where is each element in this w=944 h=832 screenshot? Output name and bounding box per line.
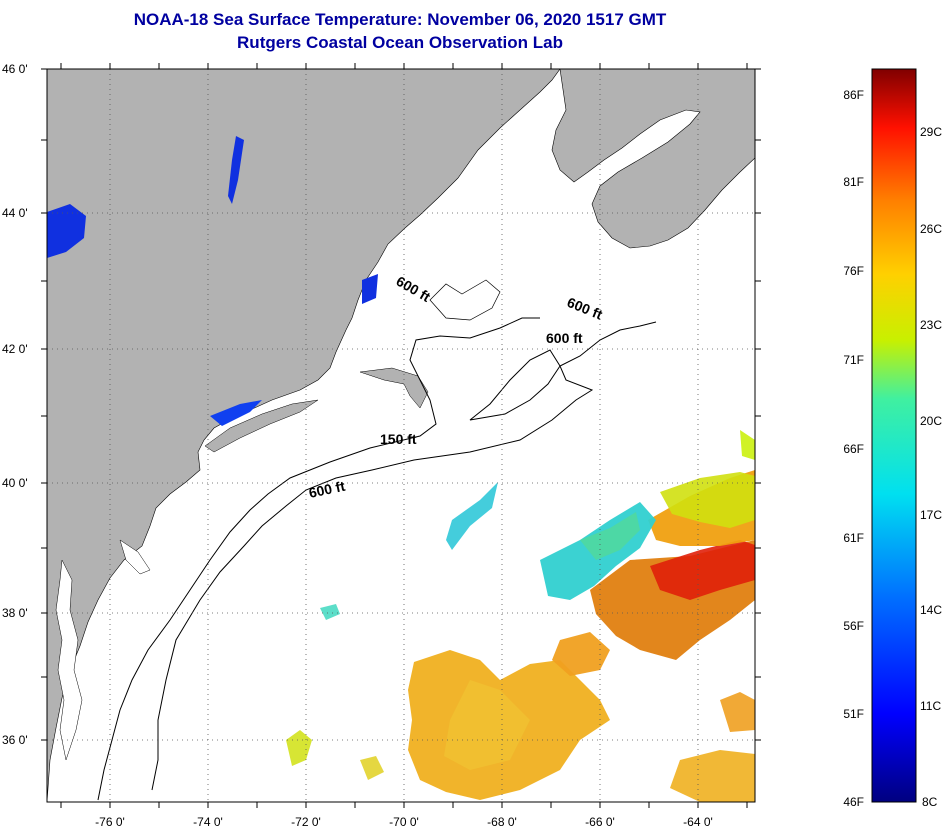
lake-winnipesaukee [362, 274, 378, 304]
colorbar-c-label: 26C [920, 222, 942, 236]
lat-label: 42 0' [2, 342, 28, 356]
map-title: NOAA-18 Sea Surface Temperature: Novembe… [133, 10, 667, 29]
delaware-bay [119, 539, 151, 575]
map-subtitle: Rutgers Coastal Ocean Observation Lab [237, 33, 563, 52]
gulf-of-maine-shoals [429, 279, 501, 321]
land-cape-cod [359, 367, 429, 409]
colorbar-f-label: 56F [843, 619, 864, 633]
colorbar-c-label: 11C [920, 699, 941, 713]
lat-label: 44 0' [2, 206, 28, 220]
colorbar-c-label: 17C [920, 508, 942, 522]
lon-label: -70 0' [389, 815, 419, 829]
contour-label: 150 ft [380, 431, 417, 447]
axis-ticks [41, 63, 761, 808]
colorbar-f-label: 86F [843, 88, 864, 102]
graticule [47, 69, 755, 802]
contour-label: 600 ft [546, 330, 583, 346]
colorbar-c-label: 23C [920, 318, 942, 332]
colorbar-c-label: 29C [920, 125, 942, 139]
lon-label: -74 0' [193, 815, 223, 829]
lon-label: -64 0' [683, 815, 713, 829]
colorbar-f-label: 76F [843, 264, 864, 278]
shelf-contour-600ft [151, 321, 657, 791]
lat-label: 36 0' [2, 733, 28, 747]
contour-label: 600 ft [307, 478, 346, 501]
shelf-contour-150ft [97, 317, 540, 801]
georges-bank-contour [469, 349, 561, 421]
lat-label: 40 0' [2, 476, 28, 490]
lon-label: -66 0' [585, 815, 615, 829]
land-mainland [47, 69, 561, 802]
lon-label: -68 0' [487, 815, 517, 829]
colorbar-f-label: 46F [843, 795, 864, 809]
colorbar [871, 68, 917, 803]
colorbar-c-label: 8C [922, 795, 938, 809]
colorbar-f-label: 81F [843, 175, 864, 189]
colorbar-c-label: 14C [920, 603, 942, 617]
chesapeake-bay [55, 559, 83, 761]
long-island-sound [210, 400, 262, 426]
lake-champlain [228, 136, 244, 204]
colorbar-c-label: 20C [920, 414, 942, 428]
sst-data-patches [286, 430, 755, 802]
lat-label: 38 0' [2, 606, 28, 620]
colorbar-f-label: 61F [843, 531, 864, 545]
colorbar-f-label: 71F [843, 353, 864, 367]
lon-label: -76 0' [95, 815, 125, 829]
colorbar-f-label: 51F [843, 707, 864, 721]
lake-ontario [47, 204, 86, 258]
land-long-island [204, 399, 319, 453]
lat-label: 46 0' [2, 62, 28, 76]
lon-label: -72 0' [291, 815, 321, 829]
map-border [46, 68, 756, 803]
colorbar-f-label: 66F [843, 442, 864, 456]
land-nova-scotia [551, 69, 755, 249]
